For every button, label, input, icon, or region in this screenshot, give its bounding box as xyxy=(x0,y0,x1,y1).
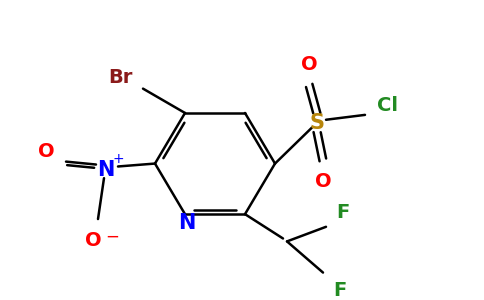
Text: +: + xyxy=(112,152,124,166)
Text: Cl: Cl xyxy=(377,96,397,115)
Text: F: F xyxy=(333,280,347,300)
Text: N: N xyxy=(178,213,196,233)
Text: O: O xyxy=(38,142,54,161)
Text: F: F xyxy=(336,203,349,222)
Text: Br: Br xyxy=(108,68,132,87)
Text: N: N xyxy=(97,160,115,180)
Text: O: O xyxy=(301,55,318,74)
Text: S: S xyxy=(309,113,324,133)
Text: O: O xyxy=(85,231,101,250)
Text: −: − xyxy=(105,228,119,246)
Text: O: O xyxy=(315,172,332,190)
